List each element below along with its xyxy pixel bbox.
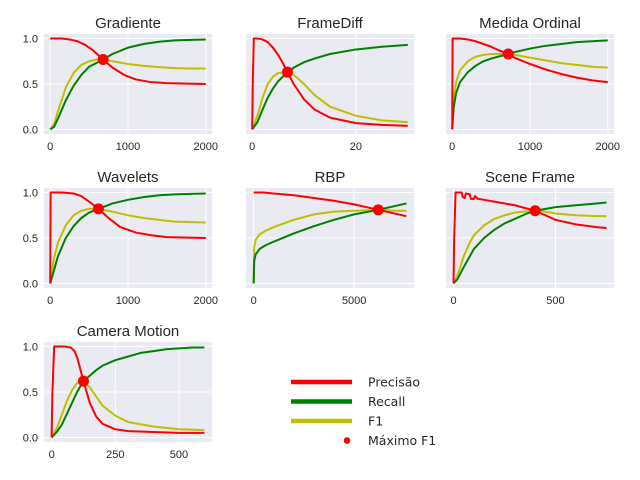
x-tick-label: 1000 — [116, 141, 140, 153]
subplot-title: Wavelets — [97, 169, 158, 186]
x-tick-label: 0 — [47, 141, 53, 153]
series-line-precisao — [49, 191, 206, 284]
subplot-4: RBP 0 5000 — [246, 169, 414, 307]
x-tick-label: 1000 — [116, 295, 140, 307]
subplot-title: RBP — [315, 169, 346, 186]
max-f1-point — [97, 53, 109, 65]
legend-label-max_f1: Máximo F1 — [368, 433, 436, 448]
y-tick-label: 0.0 — [23, 432, 38, 444]
y-tick-label: 0.0 — [23, 278, 38, 290]
subplot-1: FrameDiff 0 20 — [246, 15, 414, 153]
legend: Precisão Recall F1 Máximo F1 — [291, 375, 436, 448]
max-f1-point — [92, 203, 104, 215]
y-tick-label: 1.0 — [23, 188, 38, 200]
x-tick-label: 2000 — [194, 295, 218, 307]
y-tick-label: 1.0 — [23, 342, 38, 354]
y-tick-label: 0.5 — [23, 387, 38, 399]
y-tick-label: 0.0 — [23, 124, 38, 136]
x-tick-label: 1000 — [518, 141, 542, 153]
series-line-precisao — [452, 191, 607, 284]
x-tick-label: 0 — [251, 295, 257, 307]
y-tick-label: 0.5 — [23, 233, 38, 245]
x-tick-label: 0 — [450, 295, 456, 307]
max-f1-point — [372, 204, 384, 216]
x-tick-label: 2000 — [596, 141, 620, 153]
max-f1-point — [502, 48, 514, 60]
subplot-title: FrameDiff — [297, 15, 363, 32]
series-line-f1 — [452, 209, 607, 284]
x-tick-label: 500 — [546, 295, 564, 307]
subplot-title: Scene Frame — [485, 169, 575, 186]
series-line-f1 — [50, 380, 205, 438]
series-line-f1 — [451, 53, 608, 130]
x-tick-label: 0 — [249, 141, 255, 153]
max-f1-point — [281, 66, 293, 78]
max-f1-point — [529, 205, 541, 217]
subplot-title: Camera Motion — [77, 323, 180, 340]
legend-label-recall: Recall — [368, 394, 405, 409]
subplot-3: Wavelets 0 1000 2000 0.0 0.5 1.0 — [23, 169, 218, 307]
legend-marker-max_f1 — [343, 437, 351, 444]
series-line-recall — [50, 346, 205, 439]
y-tick-label: 0.5 — [23, 79, 38, 91]
x-tick-label: 2000 — [194, 141, 218, 153]
subplot-5: Scene Frame 0 500 — [446, 169, 614, 307]
x-tick-label: 0 — [449, 141, 455, 153]
series-line-recall — [452, 201, 607, 285]
legend-label-f1: F1 — [368, 414, 383, 429]
x-tick-label: 5000 — [342, 295, 366, 307]
series-line-precisao — [251, 37, 408, 130]
subplot-title: Gradiente — [95, 15, 161, 32]
x-tick-label: 250 — [106, 449, 124, 461]
y-tick-label: 1.0 — [23, 34, 38, 46]
x-tick-label: 20 — [350, 141, 362, 153]
subplot-6: Camera Motion 0 250 500 0.0 0.5 1.0 — [23, 323, 212, 461]
max-f1-point — [77, 375, 89, 387]
subplot-2: Medida Ordinal 0 1000 2000 — [446, 15, 620, 153]
x-tick-label: 0 — [49, 449, 55, 461]
x-tick-label: 500 — [170, 449, 188, 461]
series-line-recall — [451, 39, 608, 130]
series-line-precisao — [253, 191, 407, 218]
legend-label-precisao: Precisão — [368, 375, 420, 390]
subplot-0: Gradiente 0 1000 2000 0.0 0.5 1.0 — [23, 15, 218, 153]
x-tick-label: 0 — [47, 295, 53, 307]
subplot-title: Medida Ordinal — [479, 15, 581, 32]
